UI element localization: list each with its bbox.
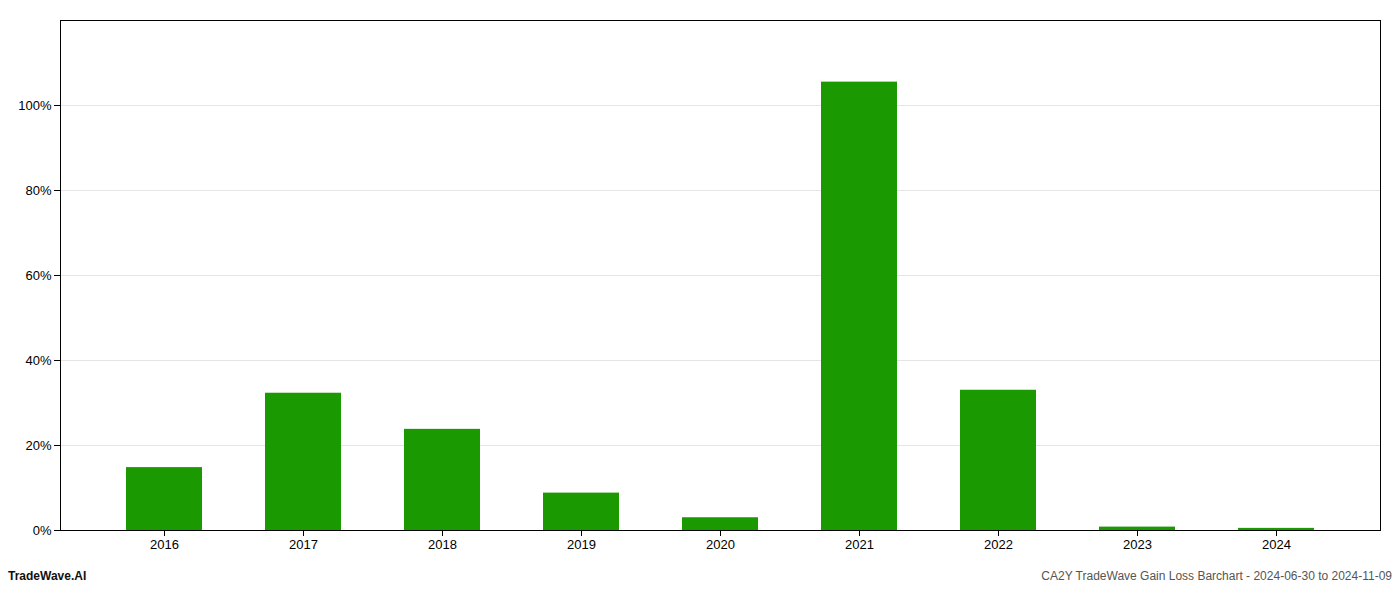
svg-text:40%: 40% <box>25 353 51 368</box>
html-text:CA2Y TradeWave Gain Loss Barch: CA2Y TradeWave Gain Loss Barchart - 2024… <box>1041 569 1392 583</box>
svg-text:2017: 2017 <box>289 537 318 552</box>
svg-text:0%: 0% <box>33 523 52 538</box>
svg-text:2018: 2018 <box>428 537 457 552</box>
svg-text:20%: 20% <box>25 438 51 453</box>
svg-text:100%: 100% <box>18 98 52 113</box>
svg-text:2019: 2019 <box>567 537 596 552</box>
svg-text:2022: 2022 <box>984 537 1013 552</box>
svg-text:2020: 2020 <box>706 537 735 552</box>
svg-text:60%: 60% <box>25 268 51 283</box>
svg-text:2016: 2016 <box>150 537 179 552</box>
svg-text:2021: 2021 <box>845 537 874 552</box>
svg-text:80%: 80% <box>25 183 51 198</box>
svg-text:2023: 2023 <box>1123 537 1152 552</box>
svg-text:2024: 2024 <box>1262 537 1291 552</box>
html-text:TradeWave.AI: TradeWave.AI <box>8 569 87 583</box>
